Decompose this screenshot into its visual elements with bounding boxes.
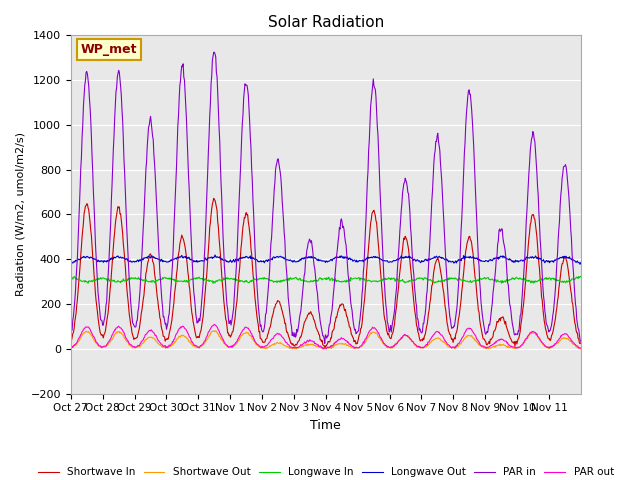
Legend: Shortwave In, Shortwave Out, Longwave In, Longwave Out, PAR in, PAR out: Shortwave In, Shortwave Out, Longwave In… <box>33 463 618 480</box>
PAR in <box>246 134 254 140</box>
Longwave In <box>408 278 415 284</box>
Line: PAR out: PAR out <box>71 324 580 349</box>
Longwave In <box>266 276 273 282</box>
Shortwave In <box>221 310 229 315</box>
PAR in <box>380 260 387 266</box>
Shortwave Out <box>212 328 220 334</box>
Shortwave Out <box>262 346 269 352</box>
PAR out <box>67 345 75 351</box>
Shortwave Out <box>221 341 229 347</box>
PAR in <box>210 49 218 55</box>
PAR out <box>221 341 229 347</box>
Shortwave Out <box>408 338 416 344</box>
Longwave Out <box>211 252 219 258</box>
Longwave In <box>221 276 229 282</box>
Text: WP_met: WP_met <box>81 43 138 56</box>
PAR out <box>577 345 584 351</box>
Longwave Out <box>246 253 254 259</box>
Longwave Out <box>266 257 273 263</box>
PAR in <box>321 340 328 346</box>
PAR out <box>380 339 387 345</box>
Shortwave In <box>266 325 273 331</box>
PAR out <box>246 328 254 334</box>
Shortwave Out <box>67 346 75 351</box>
Shortwave In <box>67 339 75 345</box>
Y-axis label: Radiation (W/m2, umol/m2/s): Radiation (W/m2, umol/m2/s) <box>15 132 25 297</box>
PAR in <box>221 272 229 278</box>
PAR out <box>408 338 416 344</box>
Longwave Out <box>127 258 134 264</box>
Title: Solar Radiation: Solar Radiation <box>268 15 384 30</box>
Longwave Out <box>221 257 229 263</box>
Longwave In <box>577 274 584 279</box>
PAR in <box>266 268 273 274</box>
Line: Longwave In: Longwave In <box>71 276 580 284</box>
Line: Shortwave In: Shortwave In <box>71 198 580 348</box>
Longwave In <box>67 274 75 279</box>
Line: Longwave Out: Longwave Out <box>71 255 580 264</box>
Shortwave Out <box>266 344 274 349</box>
Shortwave In <box>577 340 584 346</box>
PAR out <box>127 342 134 348</box>
Shortwave In <box>380 302 387 308</box>
Longwave In <box>209 281 217 287</box>
Shortwave In <box>246 235 254 240</box>
Shortwave Out <box>577 346 584 352</box>
PAR out <box>266 339 273 345</box>
Shortwave In <box>210 195 218 201</box>
X-axis label: Time: Time <box>310 419 341 432</box>
Longwave Out <box>379 258 387 264</box>
Shortwave Out <box>380 340 387 346</box>
Shortwave In <box>127 321 134 327</box>
Shortwave Out <box>246 333 254 338</box>
Longwave Out <box>408 255 415 261</box>
Longwave Out <box>577 260 584 265</box>
Longwave In <box>127 276 134 282</box>
PAR in <box>577 338 584 344</box>
Shortwave Out <box>127 343 134 349</box>
PAR in <box>67 334 75 339</box>
Line: Shortwave Out: Shortwave Out <box>71 331 580 349</box>
PAR in <box>408 246 416 252</box>
Longwave Out <box>576 262 584 267</box>
Longwave In <box>379 276 387 282</box>
PAR out <box>211 322 218 327</box>
PAR in <box>127 298 134 304</box>
PAR out <box>319 346 327 352</box>
Shortwave In <box>321 345 328 350</box>
Line: PAR in: PAR in <box>71 52 580 343</box>
Longwave Out <box>67 260 75 265</box>
Shortwave In <box>408 279 416 285</box>
Longwave In <box>246 278 254 284</box>
